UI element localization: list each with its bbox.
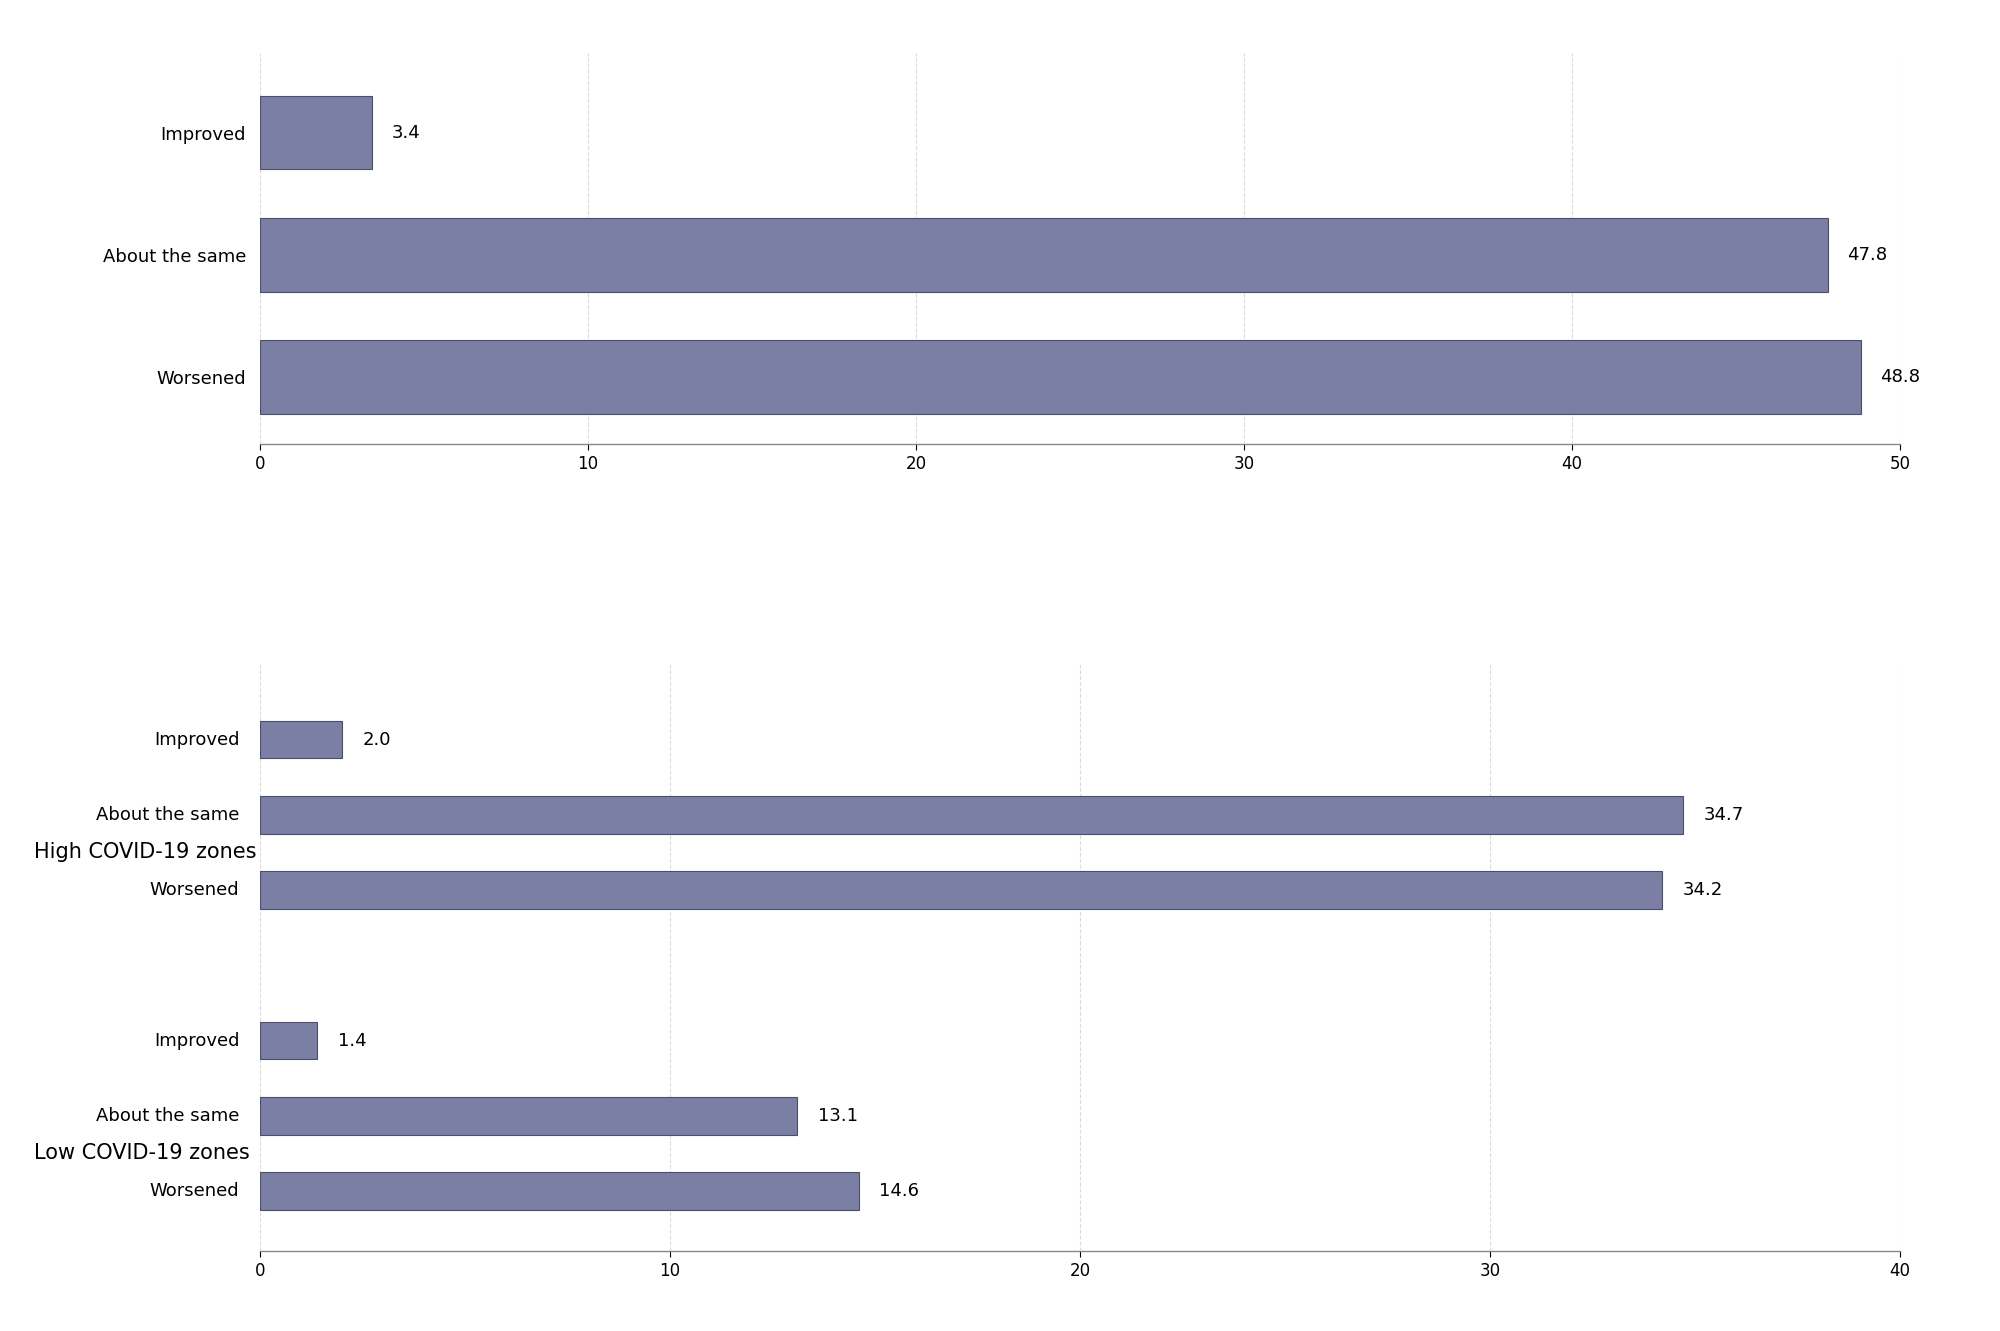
Text: Low COVID-19 zones: Low COVID-19 zones [34,1143,250,1163]
Text: 48.8: 48.8 [1880,369,1920,386]
Bar [260,1097,798,1134]
Bar [260,341,1860,414]
Text: 2.0: 2.0 [362,731,392,748]
Text: 34.2: 34.2 [1682,881,1722,898]
Text: Improved: Improved [154,731,240,748]
Text: 14.6: 14.6 [880,1182,920,1201]
Text: 1.4: 1.4 [338,1032,366,1050]
Bar [260,1022,318,1059]
Text: 3.4: 3.4 [392,124,420,141]
Text: 13.1: 13.1 [818,1107,858,1125]
Text: About the same: About the same [96,1107,240,1125]
Bar [260,218,1828,291]
Text: 34.7: 34.7 [1704,805,1744,824]
Bar [260,796,1682,833]
Text: 47.8: 47.8 [1848,246,1888,264]
Bar [260,96,372,169]
Text: About the same: About the same [96,805,240,824]
Bar [260,1173,858,1210]
Text: Improved: Improved [154,1032,240,1050]
Bar [260,872,1662,909]
Text: Worsened: Worsened [150,881,240,898]
Text: High COVID-19 zones: High COVID-19 zones [34,843,256,862]
Bar [260,721,342,759]
Text: Worsened: Worsened [150,1182,240,1201]
